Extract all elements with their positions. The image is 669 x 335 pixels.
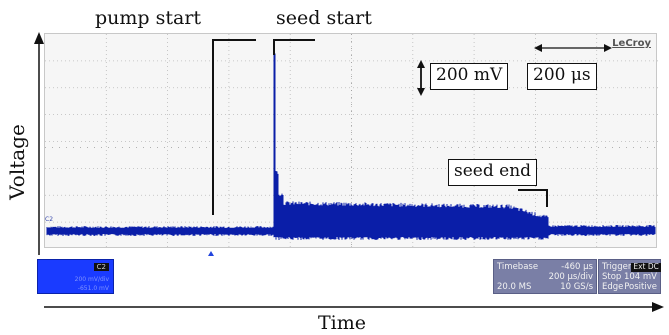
channel-marker: C2 [45, 216, 54, 223]
scope-grid [45, 34, 658, 249]
timebase-rate: 10 GS/s [560, 282, 593, 292]
trigger-coupling-chip: Ext DC [631, 262, 661, 272]
channel-info-box[interactable]: C2 200 mV/div -651.0 mV [37, 259, 114, 294]
trigger-type: Edge [602, 282, 624, 292]
trigger-position-marker [208, 251, 214, 256]
voltage-scale-arrow [417, 60, 425, 96]
time-scale-box: 200 μs [527, 63, 597, 90]
timebase-offset: -460 μs [561, 262, 593, 272]
x-axis-label: Time [318, 312, 367, 334]
seed-end-marker-vertical [546, 189, 548, 207]
y-axis-label: Voltage [2, 110, 30, 220]
trigger-slope: Positive [624, 282, 657, 292]
signal-trace [46, 50, 656, 240]
scope-brand-logo: LeCroy [612, 38, 651, 49]
seed-end-label: seed end [448, 159, 538, 186]
timebase-samples: 20.0 MS [497, 282, 532, 292]
trigger-mode: Stop [602, 272, 622, 282]
timebase-panel[interactable]: Timebase -460 μs 200 μs/div 20.0 MS 10 G… [493, 259, 597, 294]
y-axis-arrow [34, 32, 44, 255]
seed-end-marker-top [518, 189, 546, 191]
channel-scale: 200 mV/div [74, 276, 109, 283]
time-scale-arrow [534, 44, 612, 52]
seed-start-label: seed start [276, 7, 372, 29]
voltage-scale-box: 200 mV [430, 63, 509, 90]
timebase-per-div: 200 μs/div [548, 272, 593, 282]
waveform-plot [45, 34, 658, 249]
channel-tag: C2 [93, 263, 109, 271]
seed-start-marker-vertical [273, 39, 275, 55]
seed-start-marker-top [273, 39, 315, 41]
timebase-label: Timebase [497, 262, 539, 272]
pump-start-marker-vertical [212, 39, 214, 215]
x-axis-arrow [44, 302, 664, 312]
trigger-level: 104 mV [623, 272, 657, 282]
y-axis-label-text: Voltage [5, 124, 29, 200]
pump-start-marker-top [212, 39, 256, 41]
pump-start-label: pump start [95, 7, 202, 29]
trigger-panel[interactable]: Trigger Ext DC Stop 104 mV Edge Positive [598, 259, 661, 294]
channel-offset: -651.0 mV [77, 285, 109, 292]
trigger-label: Trigger [602, 262, 632, 272]
